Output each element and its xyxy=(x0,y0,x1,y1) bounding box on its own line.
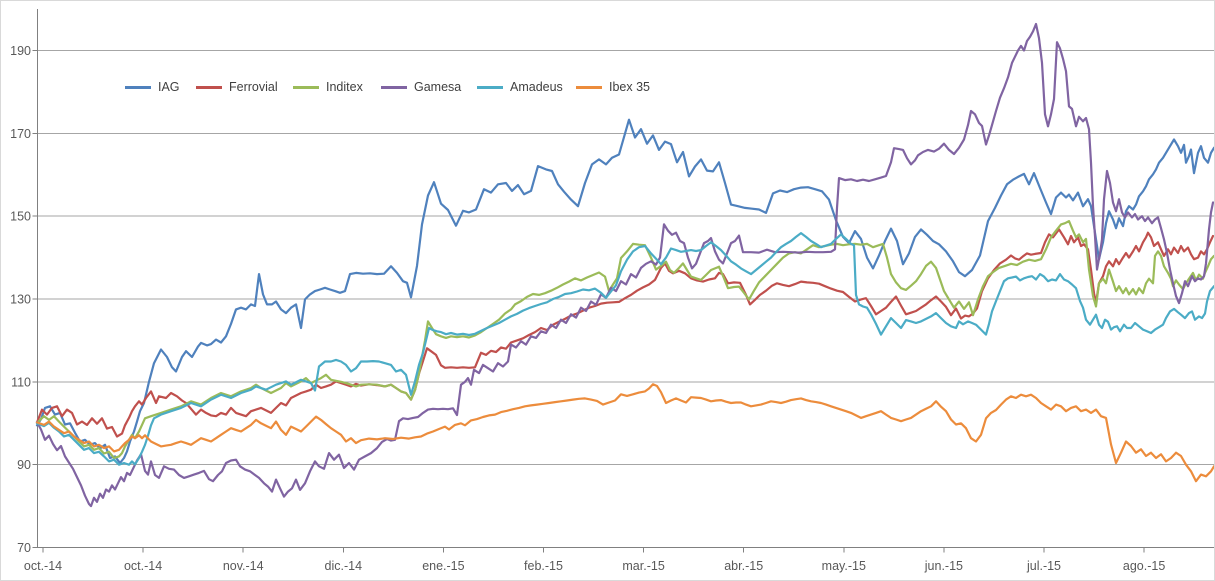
y-axis-label: 110 xyxy=(11,375,31,389)
legend-swatch-icon xyxy=(196,85,222,89)
series-line-gamesa xyxy=(35,22,1214,508)
legend-label: Amadeus xyxy=(510,80,563,94)
gridlines xyxy=(37,50,1214,466)
series-line-ferrovial xyxy=(35,228,1214,438)
x-axis-label: oct.-14 xyxy=(24,559,62,573)
legend-item-inditex: Inditex xyxy=(293,79,363,95)
series-line-inditex xyxy=(35,220,1214,460)
y-axis-label: 70 xyxy=(17,541,31,555)
x-axis-label: mar.-15 xyxy=(622,559,664,573)
legend-swatch-icon xyxy=(293,85,319,89)
y-axis-label: 130 xyxy=(10,293,31,307)
y-axis-label: 170 xyxy=(10,127,31,141)
x-axis-label: jul.-15 xyxy=(1026,559,1061,573)
legend-label: Inditex xyxy=(326,80,363,94)
series-line-ibex-35 xyxy=(35,383,1214,483)
x-axis-label: nov.-14 xyxy=(223,559,264,573)
x-axis-label: ene.-15 xyxy=(422,559,464,573)
x-axis-label: oct.-14 xyxy=(124,559,162,573)
series-line-iag xyxy=(35,118,1214,465)
series-line-amadeus xyxy=(35,232,1214,466)
x-axis: oct.-14 oct.-14 nov.-14 dic.-14 ene.-15 feb.-… xyxy=(24,547,1214,573)
series-lines xyxy=(35,22,1214,508)
legend-item-iag: IAG xyxy=(125,79,180,95)
legend-label: IAG xyxy=(158,80,180,94)
legend-swatch-icon xyxy=(381,85,407,89)
x-axis-label: feb.-15 xyxy=(524,559,563,573)
legend-item-amadeus: Amadeus xyxy=(477,79,563,95)
x-axis-label: abr.-15 xyxy=(724,559,763,573)
legend-item-ibex-35: Ibex 35 xyxy=(576,79,650,95)
legend-swatch-icon xyxy=(477,85,503,89)
legend-item-ferrovial: Ferrovial xyxy=(196,79,278,95)
legend-swatch-icon xyxy=(125,85,151,89)
y-axis: 70 90 110 130 150 170 190 xyxy=(10,9,38,555)
legend-item-gamesa: Gamesa xyxy=(381,79,461,95)
legend-label: Gamesa xyxy=(414,80,462,94)
x-axis-label: ago.-15 xyxy=(1123,559,1165,573)
x-axis-label: dic.-14 xyxy=(325,559,363,573)
x-axis-label: jun.-15 xyxy=(924,559,963,573)
y-axis-label: 150 xyxy=(10,210,31,224)
legend: IAG Ferrovial Inditex Gamesa Amadeus Ibex 35 xyxy=(1,79,1214,95)
y-axis-label: 90 xyxy=(17,458,31,472)
legend-label: Ferrovial xyxy=(229,80,278,94)
x-axis-label: may.-15 xyxy=(822,559,866,573)
legend-label: Ibex 35 xyxy=(609,80,651,94)
y-axis-label: 190 xyxy=(10,44,31,58)
legend-swatch-icon xyxy=(576,85,602,89)
